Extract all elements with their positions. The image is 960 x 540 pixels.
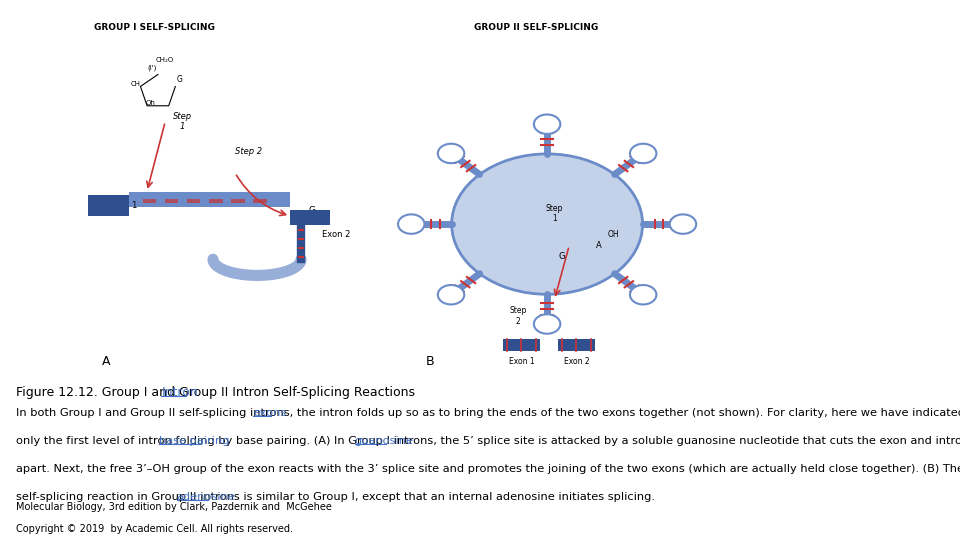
FancyBboxPatch shape [88, 195, 129, 216]
Circle shape [534, 314, 561, 334]
FancyBboxPatch shape [165, 195, 179, 199]
FancyBboxPatch shape [231, 195, 245, 199]
Text: adenosine: adenosine [177, 492, 235, 502]
FancyBboxPatch shape [253, 199, 267, 203]
Text: Step
2: Step 2 [509, 306, 526, 326]
Text: Figure 12.12. Group I and Group II Intron Self-Splicing Reactions: Figure 12.12. Group I and Group II Intro… [16, 386, 415, 399]
FancyBboxPatch shape [558, 339, 595, 351]
FancyBboxPatch shape [209, 199, 223, 203]
Text: Intron: Intron [161, 386, 198, 399]
Text: exons: exons [253, 408, 287, 418]
Text: base pairing: base pairing [159, 436, 229, 446]
Text: In both Group I and Group II self-splicing introns, the intron folds up so as to: In both Group I and Group II self-splici… [16, 408, 960, 418]
FancyBboxPatch shape [143, 195, 156, 199]
Circle shape [438, 285, 465, 305]
Circle shape [630, 285, 657, 305]
Circle shape [670, 214, 696, 234]
FancyBboxPatch shape [165, 199, 179, 203]
Text: GROUP I SELF-SPLICING: GROUP I SELF-SPLICING [94, 23, 215, 31]
Text: self-splicing reaction in Group II introns is similar to Group I, except that an: self-splicing reaction in Group II intro… [16, 492, 655, 502]
Circle shape [630, 144, 657, 163]
Text: Exon 1: Exon 1 [509, 357, 534, 366]
FancyBboxPatch shape [143, 199, 156, 203]
Text: A: A [595, 241, 601, 250]
Text: GROUP II SELF-SPLICING: GROUP II SELF-SPLICING [474, 23, 598, 31]
Text: G: G [559, 252, 565, 261]
FancyBboxPatch shape [187, 204, 201, 207]
Text: Step
1: Step 1 [173, 112, 192, 131]
Text: G: G [177, 75, 182, 84]
FancyBboxPatch shape [290, 210, 330, 225]
FancyBboxPatch shape [253, 195, 267, 199]
FancyBboxPatch shape [503, 339, 540, 351]
Circle shape [438, 144, 465, 163]
Text: CH₂O: CH₂O [156, 57, 175, 63]
Text: Oh: Oh [146, 100, 156, 106]
Text: Exon 2: Exon 2 [323, 231, 350, 239]
Text: CH: CH [131, 82, 141, 87]
FancyBboxPatch shape [209, 204, 223, 207]
FancyBboxPatch shape [143, 204, 156, 207]
Text: Molecular Biology, 3rd edition by Clark, Pazdernik and  McGehee: Molecular Biology, 3rd edition by Clark,… [16, 502, 332, 512]
FancyBboxPatch shape [165, 204, 179, 207]
Text: Step 2: Step 2 [234, 147, 262, 156]
Text: B: B [425, 355, 434, 368]
Text: Exon 2: Exon 2 [564, 357, 589, 366]
Text: Step
1: Step 1 [546, 204, 564, 223]
FancyBboxPatch shape [187, 199, 201, 203]
Circle shape [398, 214, 424, 234]
Text: G: G [308, 206, 316, 215]
Text: A: A [102, 355, 110, 368]
Text: apart. Next, the free 3’–OH group of the exon reacts with the 3’ splice site and: apart. Next, the free 3’–OH group of the… [16, 464, 960, 474]
FancyBboxPatch shape [231, 204, 245, 207]
FancyBboxPatch shape [253, 204, 267, 207]
Text: OH: OH [608, 231, 619, 239]
Circle shape [451, 154, 642, 294]
Text: guanosine: guanosine [354, 436, 414, 446]
FancyBboxPatch shape [129, 192, 290, 207]
FancyBboxPatch shape [187, 195, 201, 199]
FancyBboxPatch shape [231, 199, 245, 203]
Text: Copyright © 2019  by Academic Cell. All rights reserved.: Copyright © 2019 by Academic Cell. All r… [16, 524, 293, 534]
Text: only the first level of intron folding by base pairing. (A) In Group I introns, : only the first level of intron folding b… [16, 436, 960, 446]
Text: Exon 1: Exon 1 [109, 201, 137, 210]
Circle shape [534, 114, 561, 134]
Text: (I'): (I') [147, 64, 156, 71]
FancyBboxPatch shape [209, 195, 223, 199]
